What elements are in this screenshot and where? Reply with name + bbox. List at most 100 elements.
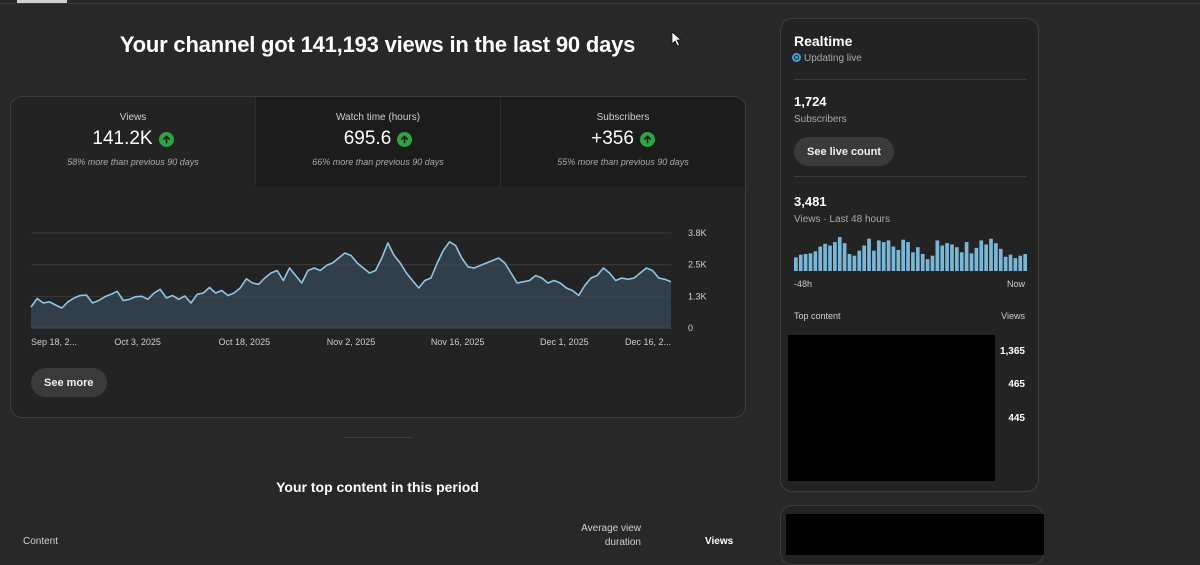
realtime-bar — [974, 247, 979, 271]
metric-label: Views — [119, 112, 147, 123]
y-tick-label: 3.8K — [688, 228, 707, 238]
realtime-bar — [862, 245, 866, 271]
realtime-views-value: 3,481 — [794, 194, 827, 209]
metric-tabs: Views 141.2K 58% more than previous 90 d… — [11, 97, 745, 186]
realtime-bar — [989, 238, 993, 271]
realtime-bar — [964, 242, 969, 271]
divider — [794, 176, 1026, 177]
realtime-bar — [950, 244, 954, 271]
metric-tab-watch-time[interactable]: Watch time (hours) 695.6 66% more than p… — [255, 97, 500, 186]
realtime-bar — [979, 240, 984, 271]
live-indicator-icon — [792, 53, 801, 62]
realtime-bar — [906, 242, 910, 271]
realtime-subscribers-value: 1,724 — [794, 94, 827, 109]
realtime-bar — [794, 257, 798, 271]
realtime-bar — [984, 244, 988, 271]
top-tab-indicator — [17, 0, 67, 3]
page-headline: Your channel got 141,193 views in the la… — [119, 32, 636, 57]
redacted-thumbnails[interactable] — [788, 335, 995, 481]
x-tick-label: Sep 18, 2... — [31, 337, 77, 347]
realtime-bar — [867, 238, 871, 271]
realtime-bar — [837, 237, 842, 271]
realtime-axis-start: -48h — [794, 279, 813, 289]
see-more-button[interactable]: See more — [31, 368, 107, 397]
realtime-bar — [994, 243, 998, 271]
realtime-bar — [925, 259, 930, 271]
realtime-bar — [969, 253, 974, 271]
realtime-bar — [828, 245, 832, 271]
realtime-bar — [847, 254, 852, 271]
realtime-bar — [833, 242, 837, 271]
realtime-bar — [915, 247, 920, 271]
realtime-bar — [940, 245, 945, 271]
x-tick-label: Oct 3, 2025 — [114, 337, 161, 347]
realtime-bar — [852, 255, 857, 271]
area-fill — [31, 241, 671, 328]
x-tick-label: Dec 1, 2025 — [540, 337, 589, 347]
metric-label: Watch time (hours) — [335, 112, 421, 123]
y-tick-label: 0 — [688, 323, 693, 333]
y-tick-label: 1.3K — [688, 291, 707, 301]
realtime-bar — [818, 246, 823, 271]
section-divider — [343, 437, 413, 438]
realtime-bar — [823, 243, 827, 271]
realtime-bar — [1018, 255, 1023, 271]
arrow-up-icon — [158, 131, 174, 147]
realtime-bar — [881, 242, 886, 271]
metric-value: 695.6 — [343, 128, 392, 149]
mouse-cursor-icon — [671, 31, 683, 47]
realtime-bar — [1003, 256, 1008, 271]
metric-tab-views[interactable]: Views 141.2K 58% more than previous 90 d… — [11, 97, 255, 186]
realtime-bar — [930, 255, 935, 271]
realtime-bar — [955, 247, 959, 271]
x-tick-label: Nov 2, 2025 — [327, 337, 376, 347]
realtime-bar — [808, 253, 813, 271]
realtime-bar — [842, 243, 847, 271]
realtime-top-content-header: Top content Views — [794, 311, 1025, 321]
realtime-bar — [1008, 254, 1013, 271]
realtime-views-label: Views · Last 48 hours — [794, 214, 890, 225]
arrow-up-icon — [397, 131, 413, 147]
realtime-bar — [886, 240, 891, 271]
top-content-views: 1,365 — [999, 346, 1025, 357]
top-content-section-title: Your top content in this period — [276, 479, 479, 495]
y-tick-label: 2.5K — [688, 260, 707, 270]
x-tick-label: Oct 18, 2025 — [219, 337, 271, 347]
see-live-count-button[interactable]: See live count — [794, 137, 894, 166]
realtime-axis-end: Now — [1006, 279, 1025, 289]
realtime-bar — [896, 249, 901, 271]
top-content-views-label: Views — [1001, 311, 1025, 321]
realtime-bar-chart — [794, 237, 1027, 271]
metric-comparison: 55% more than previous 90 days — [557, 157, 689, 167]
realtime-bar — [857, 250, 862, 271]
realtime-bar — [959, 252, 964, 271]
column-header-avg-view-duration[interactable]: Average view duration — [581, 523, 641, 548]
top-content-views: 445 — [1008, 413, 1025, 424]
realtime-card: Realtime Updating live 1,724 Subscribers… — [780, 18, 1039, 492]
column-header-views[interactable]: Views — [705, 536, 734, 547]
realtime-bar — [798, 254, 803, 271]
realtime-bar — [891, 246, 896, 271]
metric-comparison: 58% more than previous 90 days — [67, 157, 199, 167]
metric-value: 141.2K — [92, 128, 153, 149]
realtime-subscribers-label: Subscribers — [794, 114, 847, 125]
realtime-bar — [876, 240, 881, 271]
top-content-label: Top content — [794, 311, 841, 321]
realtime-bar — [911, 252, 915, 271]
arrow-up-icon — [639, 131, 655, 147]
realtime-bar — [1023, 254, 1027, 271]
top-content-views: 465 — [1008, 379, 1025, 390]
divider — [794, 79, 1026, 80]
metric-comparison: 66% more than previous 90 days — [312, 157, 444, 167]
realtime-bar — [813, 251, 818, 271]
x-tick-label: Nov 16, 2025 — [431, 337, 485, 347]
views-series-line — [30, 240, 672, 309]
column-header-content[interactable]: Content — [23, 536, 59, 547]
metric-value: +356 — [591, 128, 634, 149]
views-line-chart: 3.8K 2.5K 1.3K 0 Sep 18, 2... Oct 3, 2025 Oct … — [30, 228, 707, 347]
redacted-content — [786, 514, 1044, 555]
realtime-bar — [901, 239, 906, 271]
realtime-bar — [920, 254, 925, 271]
metric-tab-subscribers[interactable]: Subscribers +356 55% more than previous … — [500, 97, 745, 186]
top-divider — [0, 3, 1200, 4]
